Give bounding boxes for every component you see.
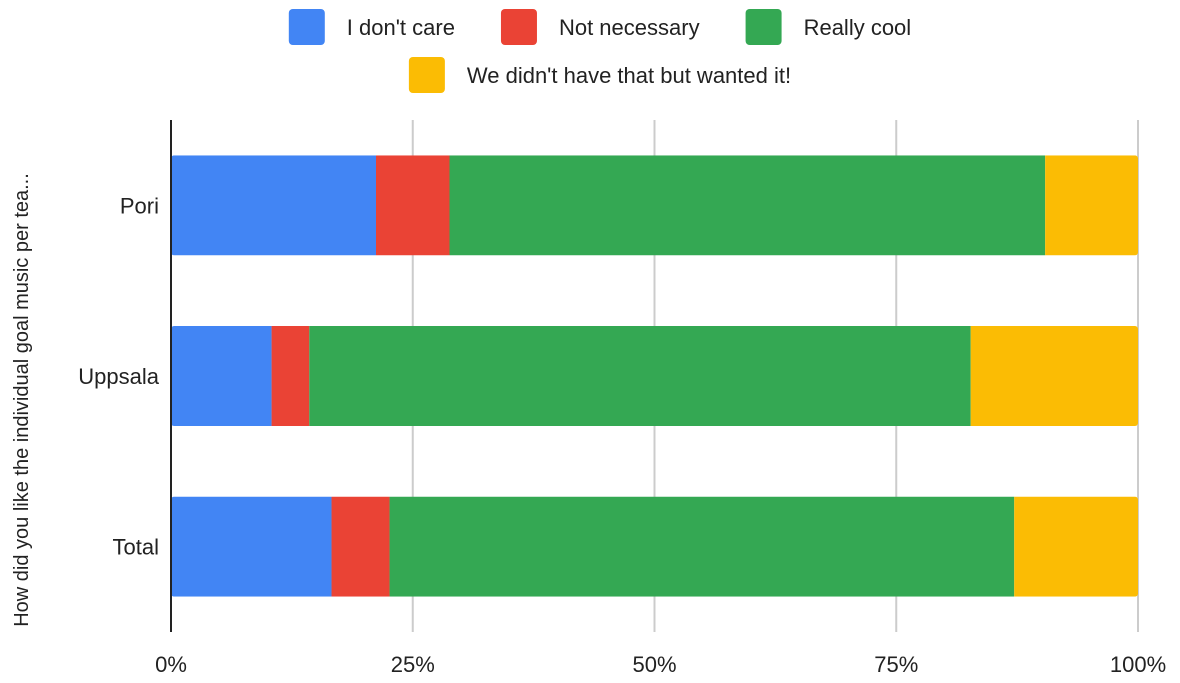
legend-label: Not necessary [559, 15, 700, 40]
category-label: Uppsala [78, 364, 159, 389]
bar-uppsala-not-necessary [271, 326, 310, 426]
bar-total-i-don-t-care [171, 496, 332, 597]
bar-pori-not-necessary [376, 155, 450, 256]
bar-pori-really-cool [449, 155, 1046, 256]
legend-item-really-cool: Really cool [745, 9, 912, 45]
legend-swatch [500, 9, 537, 45]
x-tick-labels: 0% 25% 50% 75% 100% [155, 652, 1166, 677]
category-label: Pori [120, 193, 159, 218]
category-labels: Pori Uppsala Total [78, 193, 159, 559]
bars [171, 155, 1138, 597]
bar-total-really-cool [389, 496, 1015, 597]
legend-swatch [408, 57, 445, 93]
legend-item-we-didn-t-have-that-but-wanted-it: We didn't have that but wanted it! [408, 57, 791, 93]
bar-uppsala-we-didn-t-have-that-but-wanted-it [970, 326, 1138, 426]
x-tick-label: 25% [391, 652, 435, 677]
bar-uppsala-i-don-t-care [171, 326, 272, 426]
legend-item-not-necessary: Not necessary [500, 9, 700, 45]
x-tick-label: 50% [632, 652, 676, 677]
legend-label: We didn't have that but wanted it! [467, 63, 791, 88]
bar-row-total [171, 496, 1138, 597]
legend-swatch [288, 9, 325, 45]
bar-uppsala-really-cool [309, 326, 971, 426]
bar-pori-we-didn-t-have-that-but-wanted-it [1045, 155, 1138, 256]
bar-row-uppsala [171, 326, 1138, 426]
bar-row-pori [171, 155, 1138, 256]
legend-swatch [745, 9, 782, 45]
bar-total-we-didn-t-have-that-but-wanted-it [1014, 496, 1138, 597]
y-axis-title: How did you like the individual goal mus… [11, 173, 33, 627]
x-tick-label: 75% [874, 652, 918, 677]
legend-label: I don't care [347, 15, 455, 40]
bar-pori-i-don-t-care [171, 155, 377, 256]
x-tick-label: 100% [1110, 652, 1166, 677]
category-label: Total [113, 535, 159, 560]
legend-item-i-don-t-care: I don't care [288, 9, 455, 45]
legend: I don't care Not necessary Really cool We d… [288, 9, 912, 93]
legend-label: Really cool [804, 15, 912, 40]
bar-total-not-necessary [331, 496, 390, 597]
x-tick-label: 0% [155, 652, 187, 677]
